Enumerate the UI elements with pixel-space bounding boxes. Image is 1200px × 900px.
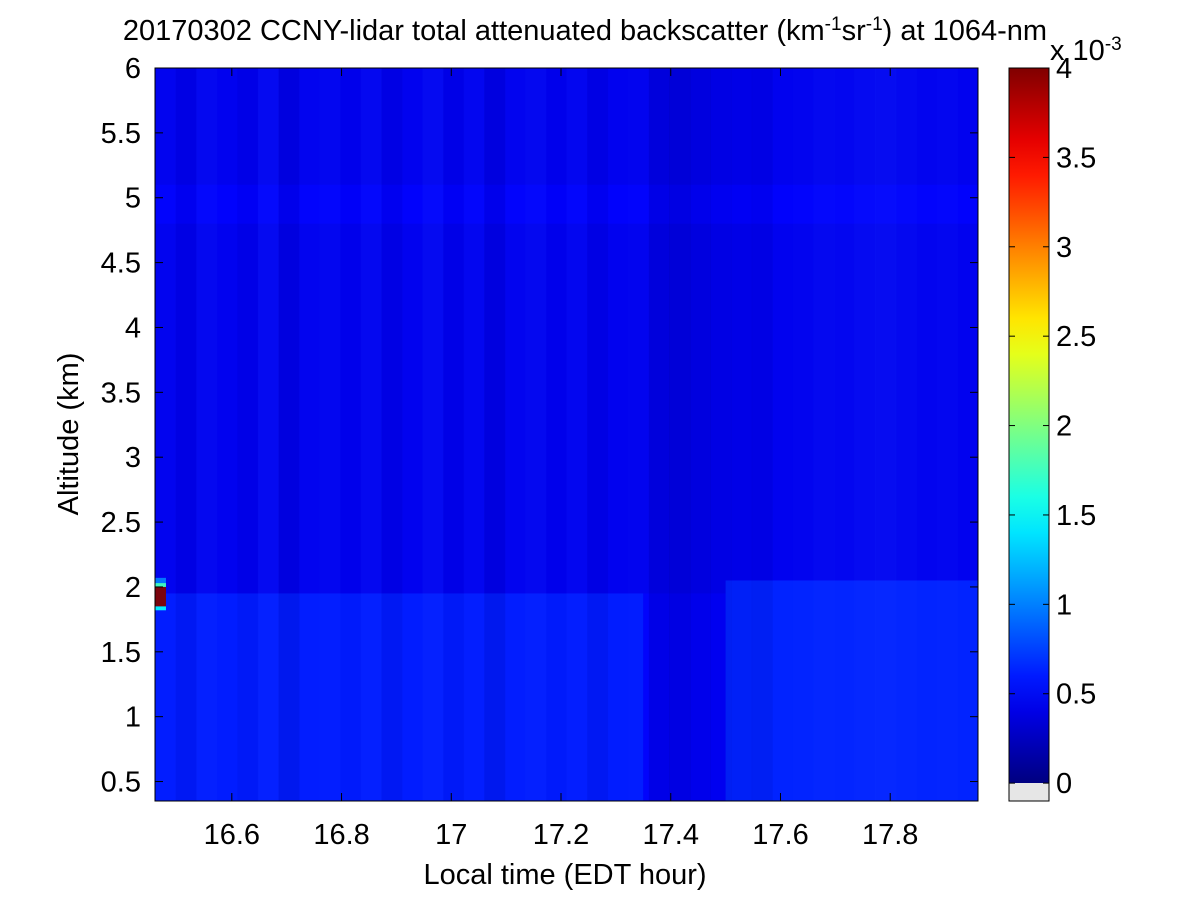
y-tick-label: 5	[125, 183, 141, 215]
x-tick-label: 16.8	[313, 819, 369, 851]
colorbar-tick-label: 1	[1056, 589, 1072, 621]
x-tick-label: 16.6	[204, 819, 260, 851]
heatmap-column	[854, 68, 876, 801]
heatmap-column	[731, 68, 753, 801]
colorbar-tick-label: 2.5	[1056, 321, 1096, 353]
heatmap-column	[751, 68, 773, 801]
heatmap-column	[237, 68, 259, 801]
x-tick-label: 17.2	[533, 819, 589, 851]
heatmap-column	[217, 68, 238, 801]
y-tick-label: 4	[125, 312, 141, 344]
heatmap-column	[916, 68, 938, 801]
y-tick-label: 2.5	[101, 507, 141, 539]
heatmap-column	[772, 68, 793, 801]
heatmap-column	[792, 68, 814, 801]
heatmap-column	[257, 68, 279, 801]
y-tick-label: 4.5	[101, 248, 141, 280]
heatmap-column	[443, 68, 465, 801]
colorbar-tick-label: 1.5	[1056, 500, 1096, 532]
heatmap-column	[587, 68, 609, 801]
heatmap-column	[175, 68, 197, 801]
y-tick-label: 3.5	[101, 377, 141, 409]
heatmap-column	[278, 68, 300, 801]
plot-area	[154, 67, 979, 802]
heatmap-column	[608, 68, 629, 801]
heatmap-region	[155, 577, 166, 584]
heatmap-column	[319, 68, 341, 801]
colorbar-gradient	[1009, 68, 1049, 801]
heatmap-region	[155, 583, 166, 587]
colorbar-exponent-label: x 10-3	[1050, 34, 1122, 68]
heatmap-column	[381, 68, 403, 801]
title-segment: ) at 1064-nm	[883, 15, 1047, 47]
title-segment: 20170302 CCNY-lidar total attenuated bac…	[123, 15, 825, 47]
heatmap-column	[196, 68, 218, 801]
heatmap-region	[725, 580, 978, 801]
heatmap-column	[689, 68, 712, 801]
heatmap-column	[463, 68, 485, 801]
colorbar-tick-label: 4	[1056, 53, 1072, 85]
x-tick-label: 17.6	[752, 819, 808, 851]
y-tick-label: 1	[125, 702, 141, 734]
title-superscript: -1	[866, 14, 883, 35]
y-tick-label: 0.5	[101, 767, 141, 799]
y-axis: 0.5 1 1.5 2 2.5 3 3.5 4 4.5 5 5.5 6	[101, 53, 978, 799]
heatmap-column	[895, 68, 917, 801]
y-tick-label: 2	[125, 572, 141, 604]
heatmap-column	[813, 68, 835, 801]
colorbar-tick-label: 0	[1056, 768, 1072, 800]
y-tick-label: 6	[125, 53, 141, 85]
heatmap-column	[484, 68, 506, 801]
heatmap-column	[833, 68, 856, 801]
title-superscript: -1	[825, 14, 842, 35]
heatmap-region	[155, 184, 978, 224]
colorbar: 0 0.5 1 1.5 2 2.5 3 3.5 4x 10-3	[1008, 34, 1122, 802]
colorbar-tick-label: 3	[1056, 232, 1072, 264]
heatmap-column	[957, 68, 978, 801]
heatmap-column	[710, 68, 732, 801]
title-segment: sr	[842, 15, 867, 47]
x-axis: 16.6 16.8 17 17.2 17.4 17.6 17.8	[204, 68, 918, 851]
plot-frame	[154, 67, 979, 802]
y-tick-label: 1.5	[101, 637, 141, 669]
colorbar-tick-label: 0.5	[1056, 679, 1096, 711]
heatmap-column	[422, 68, 444, 801]
heatmap-column	[504, 68, 526, 801]
x-axis-label: Local time (EDT hour)	[423, 859, 706, 891]
heatmap-column	[648, 68, 670, 801]
heatmap-column	[360, 68, 382, 801]
heatmap-column	[525, 68, 547, 801]
heatmap-column	[299, 68, 321, 801]
y-tick-label: 3	[125, 442, 141, 474]
heatmap-column	[936, 68, 958, 801]
chart-title: 20170302 CCNY-lidar total attenuated bac…	[123, 14, 1047, 48]
heatmap-column	[628, 68, 650, 801]
heatmap-column	[402, 68, 423, 801]
colorbar-tick-label: 3.5	[1056, 142, 1096, 174]
heatmap-column	[875, 68, 897, 801]
heatmap-column	[566, 68, 588, 801]
y-tick-label: 5.5	[101, 118, 141, 150]
heatmap-column	[155, 68, 177, 801]
heatmap-column	[669, 68, 691, 801]
heatmap-column	[546, 68, 567, 801]
heatmap-region	[155, 586, 166, 607]
colorbar-frame	[1008, 67, 1050, 802]
colorbar-tick-label: 2	[1056, 411, 1072, 443]
x-tick-label: 17.4	[643, 819, 699, 851]
heatmap-region	[155, 593, 644, 801]
heatmap-column	[340, 68, 361, 801]
x-tick-label: 17.8	[862, 819, 918, 851]
y-axis-label: Altitude (km)	[53, 353, 85, 516]
heatmap-region	[155, 606, 166, 611]
x-tick-label: 17	[435, 819, 467, 851]
